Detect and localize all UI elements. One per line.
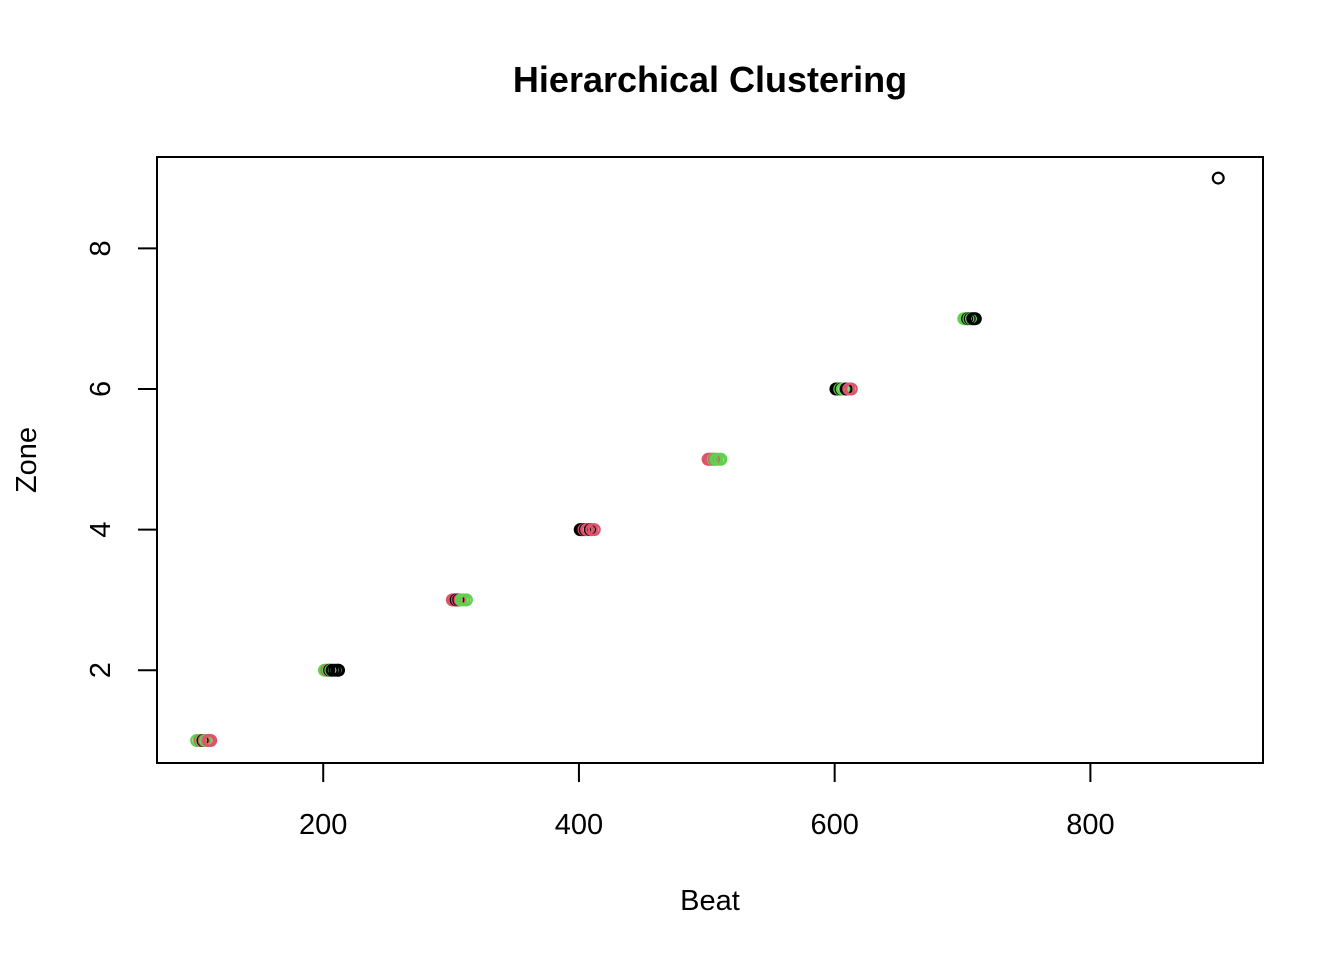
y-tick-label: 8 — [85, 240, 117, 256]
data-point — [587, 523, 601, 537]
x-axis: 200 400 600 800 — [299, 762, 1115, 841]
chart-title: Hierarchical Clustering — [513, 59, 907, 100]
data-point — [332, 663, 346, 677]
data-point — [844, 382, 858, 396]
data-point — [714, 452, 728, 466]
y-axis-label: Zone — [11, 427, 43, 493]
data-points — [190, 171, 1225, 748]
x-axis-label: Beat — [680, 885, 740, 917]
x-tick-label: 800 — [1066, 809, 1114, 841]
y-axis: 2 4 6 8 — [85, 240, 158, 678]
data-point — [1211, 171, 1225, 185]
x-tick-label: 400 — [555, 809, 603, 841]
data-point — [204, 734, 218, 748]
x-tick-label: 600 — [810, 809, 858, 841]
data-point — [968, 312, 982, 326]
y-tick-label: 4 — [85, 522, 117, 538]
y-tick-label: 6 — [85, 381, 117, 397]
y-tick-label: 2 — [85, 662, 117, 678]
data-point — [459, 593, 473, 607]
x-tick-label: 200 — [299, 809, 347, 841]
